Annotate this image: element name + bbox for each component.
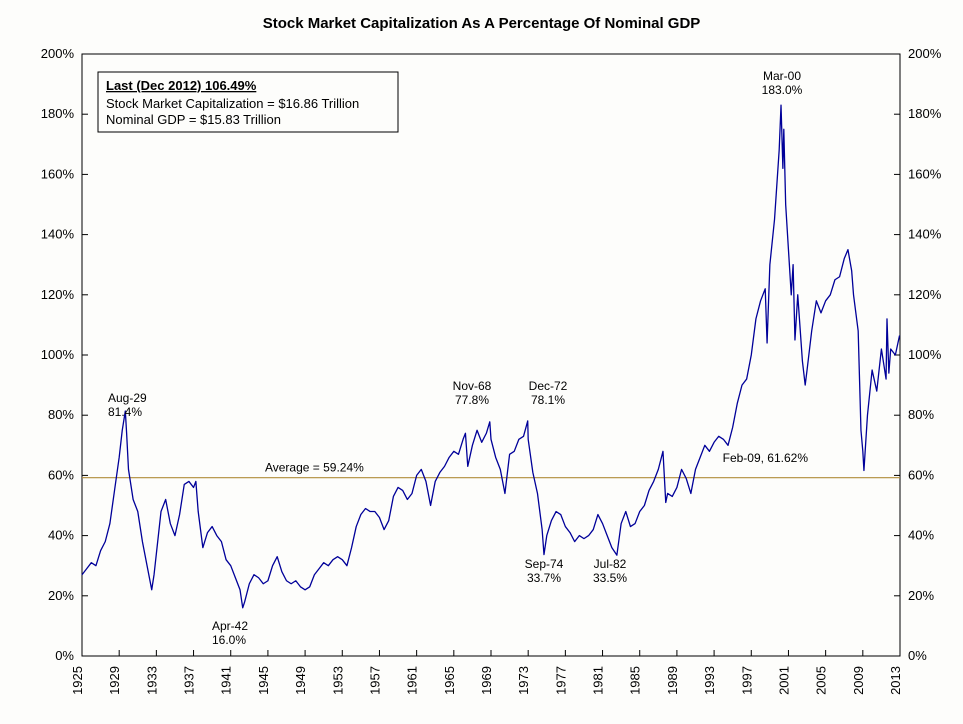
x-tick-label: 1993 (702, 666, 717, 695)
callout-label: Feb-09, 61.62% (723, 451, 809, 465)
callout-label: Nov-68 (453, 379, 492, 393)
callout-label: Sep-74 (525, 557, 564, 571)
legend-title: Last (Dec 2012) 106.49% (106, 78, 257, 93)
y-tick-label-right: 100% (908, 347, 942, 362)
chart-container: Stock Market Capitalization As A Percent… (0, 0, 963, 724)
y-tick-label: 200% (41, 46, 75, 61)
x-tick-label: 2009 (851, 666, 866, 695)
x-tick-label: 1997 (739, 666, 754, 695)
x-tick-label: 1953 (330, 666, 345, 695)
x-tick-label: 1945 (256, 666, 271, 695)
callout-label: 78.1% (531, 393, 565, 407)
average-label: Average = 59.24% (265, 461, 364, 475)
y-tick-label-right: 60% (908, 467, 934, 482)
y-tick-label: 0% (55, 648, 74, 663)
x-tick-label: 1961 (405, 666, 420, 695)
callout-label: 33.5% (593, 571, 627, 585)
x-tick-label: 1985 (628, 666, 643, 695)
x-tick-label: 2005 (814, 666, 829, 695)
callout-label: Apr-42 (212, 619, 248, 633)
y-tick-label: 180% (41, 106, 75, 121)
y-tick-label-right: 80% (908, 407, 934, 422)
y-tick-label: 140% (41, 227, 75, 242)
x-tick-label: 1929 (107, 666, 122, 695)
x-tick-label: 2001 (776, 666, 791, 695)
callout-label: Jul-82 (594, 557, 627, 571)
chart-svg: Stock Market Capitalization As A Percent… (0, 0, 963, 724)
legend-line: Nominal GDP = $15.83 Trillion (106, 112, 281, 127)
y-tick-label-right: 140% (908, 227, 942, 242)
x-tick-label: 1969 (479, 666, 494, 695)
x-tick-label: 1965 (442, 666, 457, 695)
callout-label: 81.4% (108, 405, 142, 419)
callout-label: Mar-00 (763, 69, 801, 83)
x-tick-label: 1937 (182, 666, 197, 695)
x-tick-label: 1989 (665, 666, 680, 695)
y-tick-label: 60% (48, 467, 74, 482)
chart-title: Stock Market Capitalization As A Percent… (263, 15, 701, 32)
y-tick-label-right: 20% (908, 588, 934, 603)
callout-label: 77.8% (455, 393, 489, 407)
y-tick-label-right: 0% (908, 648, 927, 663)
y-tick-label: 120% (41, 287, 75, 302)
x-tick-label: 1933 (144, 666, 159, 695)
x-tick-label: 1949 (293, 666, 308, 695)
legend-line: Stock Market Capitalization = $16.86 Tri… (106, 96, 359, 111)
x-tick-label: 1977 (553, 666, 568, 695)
x-tick-label: 2013 (888, 666, 903, 695)
y-tick-label: 100% (41, 347, 75, 362)
y-tick-label-right: 200% (908, 46, 942, 61)
x-tick-label: 1981 (591, 666, 606, 695)
y-tick-label-right: 120% (908, 287, 942, 302)
callout-label: Dec-72 (529, 379, 568, 393)
y-tick-label: 20% (48, 588, 74, 603)
y-tick-label: 160% (41, 166, 75, 181)
callout-label: 183.0% (762, 83, 803, 97)
x-tick-label: 1941 (219, 666, 234, 695)
callout-label: Aug-29 (108, 391, 147, 405)
x-tick-label: 1957 (367, 666, 382, 695)
callout-label: 16.0% (212, 633, 246, 647)
y-tick-label-right: 180% (908, 106, 942, 121)
y-tick-label: 80% (48, 407, 74, 422)
x-tick-label: 1925 (70, 666, 85, 695)
y-tick-label-right: 160% (908, 166, 942, 181)
callout-label: 33.7% (527, 571, 561, 585)
x-tick-label: 1973 (516, 666, 531, 695)
y-tick-label: 40% (48, 528, 74, 543)
y-tick-label-right: 40% (908, 528, 934, 543)
